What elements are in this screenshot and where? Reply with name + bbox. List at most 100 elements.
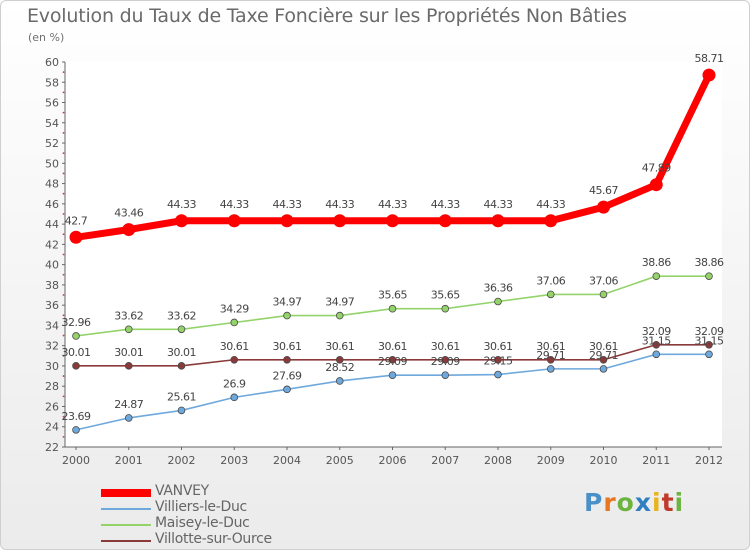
data-label: 31.15 [695,334,724,347]
data-label: 44.33 [484,198,513,211]
data-label: 44.33 [378,198,407,211]
data-point [177,325,186,334]
data-label: 44.33 [167,198,196,211]
x-tick-label: 2002 [168,454,196,467]
x-tick-label: 2012 [695,454,723,467]
data-point [122,223,136,237]
logo-letter: P [584,488,604,517]
data-point [280,214,294,228]
data-label: 44.33 [325,198,354,211]
legend: VANVEY Villiers-le-Duc Maisey-le-Duc Villot… [101,483,321,549]
y-tick-label: 32 [45,340,59,353]
logo-letter: r [603,488,617,517]
data-point [388,304,397,313]
data-label: 23.69 [62,410,91,423]
data-point [283,385,291,394]
data-point [441,304,450,313]
data-point [546,290,555,299]
x-tick-label: 2008 [484,454,512,467]
y-minor-dot [62,395,65,398]
logo-letter: i [652,488,662,517]
data-point [335,311,344,320]
legend-item: Maisey-le-Duc [101,515,321,533]
data-label: 30.01 [167,346,196,359]
data-label: 45.67 [589,184,618,197]
data-point [124,414,133,422]
data-point [388,355,397,364]
data-point [491,214,505,228]
data-label: 34.97 [273,296,302,309]
data-label: 44.33 [273,198,302,211]
data-label: 27.69 [273,369,302,382]
data-label: 29.15 [484,355,513,368]
legend-item: VANVEY [101,483,321,501]
y-tick-label: 48 [45,178,59,191]
data-label: 36.36 [484,282,513,295]
axes: 22 24 26 28 30 32 34 36 38 40 42 44 46 48 50 52 54 56 58 60… [45,56,723,467]
data-point [124,325,133,334]
data-point [546,355,555,364]
x-tick-label: 2010 [590,454,618,467]
y-tick-label: 38 [45,279,59,292]
data-point [335,355,344,364]
data-label: 29.71 [589,349,618,362]
y-minor-dot [62,375,65,377]
data-point [175,214,188,228]
y-minor-dot [62,132,65,134]
y-tick-label: 46 [45,198,59,211]
y-tick-label: 60 [45,56,59,69]
y-tick-label: 54 [45,117,59,130]
data-point [652,272,661,280]
y-minor-dot [62,213,65,215]
data-label: 30.61 [220,340,249,353]
data-label: 28.52 [325,361,354,374]
y-tick-label: 24 [45,421,59,434]
data-label: 35.65 [378,289,407,302]
data-label: 29.71 [536,349,565,362]
data-point [599,355,608,364]
legend-label: VANVEY [155,483,209,499]
logo-letter: i [674,488,685,517]
y-minor-dot [62,233,65,236]
data-point [599,365,608,373]
data-label: 30.61 [484,340,513,353]
legend-swatch [101,508,151,510]
data-point [177,406,186,415]
y-minor-dot [62,273,65,276]
x-tick-label: 2007 [431,454,459,467]
y-tick-label: 22 [45,441,59,454]
x-tick-label: 2005 [326,454,354,467]
y-tick-label: 50 [45,157,59,170]
data-point [386,214,399,228]
data-label: 32.96 [62,316,91,329]
y-tick-label: 34 [45,319,59,332]
y-tick-label: 36 [45,299,59,312]
data-label: 37.06 [536,274,565,287]
data-label: 24.87 [114,398,143,411]
data-label: 26.9 [223,377,246,390]
data-label: 30.61 [536,340,565,353]
data-label: 43.46 [114,207,143,220]
y-minor-dot [62,334,65,337]
data-label: 31.15 [642,334,671,347]
y-minor-dot [62,314,65,317]
proxiti-logo: Proxiti [584,488,684,517]
y-minor-dot [62,71,65,74]
data-label: 30.01 [62,346,91,359]
y-minor-dot [62,172,65,175]
data-point [546,365,555,373]
data-label: 38.86 [695,256,724,269]
data-point [494,355,502,364]
y-minor-dot [62,111,65,114]
y-minor-dot [62,294,65,296]
y-tick-label: 26 [45,400,59,413]
y-tick-label: 40 [45,259,59,272]
legend-item: Villiers-le-Duc [101,499,321,517]
data-point [702,68,716,82]
x-tick-label: 2003 [220,454,248,467]
data-point [72,332,80,340]
data-label: 44.33 [220,198,249,211]
legend-label: Villiers-le-Duc [155,499,247,515]
